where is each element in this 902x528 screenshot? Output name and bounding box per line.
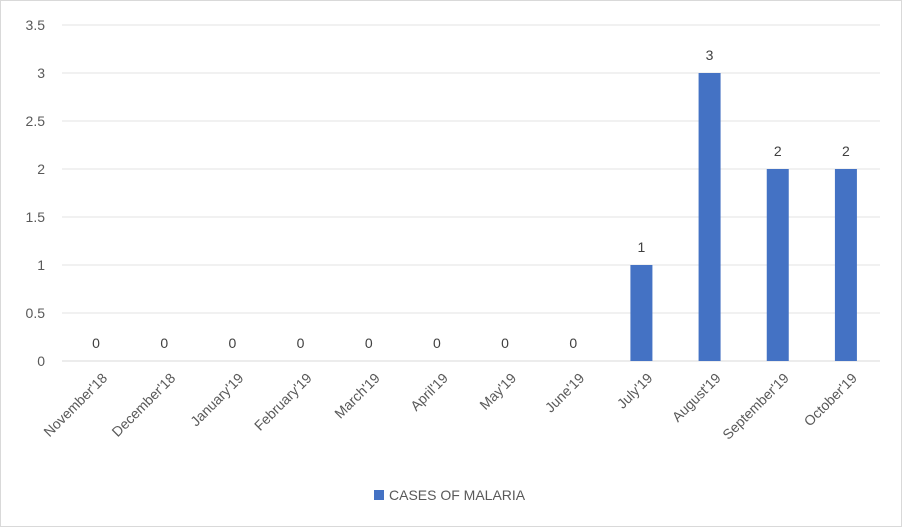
x-tick-label: February'19 xyxy=(251,370,315,434)
legend-label: CASES OF MALARIA xyxy=(389,487,526,503)
x-tick-label: September'19 xyxy=(719,370,792,443)
data-label: 0 xyxy=(92,335,100,351)
y-tick-label: 3.5 xyxy=(26,17,46,33)
data-label: 0 xyxy=(569,335,577,351)
data-label: 2 xyxy=(842,143,850,159)
data-label: 0 xyxy=(365,335,373,351)
bar xyxy=(834,169,857,361)
x-tick-label: July'19 xyxy=(614,370,656,412)
x-tick-label: May'19 xyxy=(476,370,519,413)
data-labels: 0 0 0 0 0 0 0 0 1 3 2 2 xyxy=(92,47,850,351)
data-label: 2 xyxy=(774,143,782,159)
data-label: 0 xyxy=(297,335,305,351)
bar xyxy=(766,169,789,361)
x-tick-label: December'18 xyxy=(108,370,178,440)
data-label: 0 xyxy=(160,335,168,351)
x-tick-label: August'19 xyxy=(669,370,724,425)
y-tick-label: 0 xyxy=(37,353,45,369)
bar xyxy=(630,265,653,361)
legend: CASES OF MALARIA xyxy=(374,487,526,503)
x-tick-label: June'19 xyxy=(542,370,588,416)
y-tick-label: 2 xyxy=(37,161,45,177)
x-tick-label: March'19 xyxy=(331,370,383,422)
bar xyxy=(698,73,721,361)
y-axis-ticks: 0 0.5 1 1.5 2 2.5 3 3.5 xyxy=(26,17,46,369)
data-label: 0 xyxy=(501,335,509,351)
data-label: 3 xyxy=(706,47,714,63)
y-tick-label: 1.5 xyxy=(26,209,46,225)
x-tick-label: November'18 xyxy=(40,370,110,440)
x-tick-label: April'19 xyxy=(407,370,451,414)
y-tick-label: 1 xyxy=(37,257,45,273)
gridlines xyxy=(62,24,880,362)
data-label: 1 xyxy=(638,239,646,255)
y-tick-label: 2.5 xyxy=(26,113,46,129)
y-tick-label: 0.5 xyxy=(26,305,46,321)
data-label: 0 xyxy=(229,335,237,351)
y-tick-label: 3 xyxy=(37,65,45,81)
data-label: 0 xyxy=(433,335,441,351)
bars xyxy=(630,73,857,361)
legend-swatch xyxy=(374,490,384,500)
x-tick-label: October'19 xyxy=(801,370,861,430)
x-tick-label: January'19 xyxy=(187,370,247,430)
